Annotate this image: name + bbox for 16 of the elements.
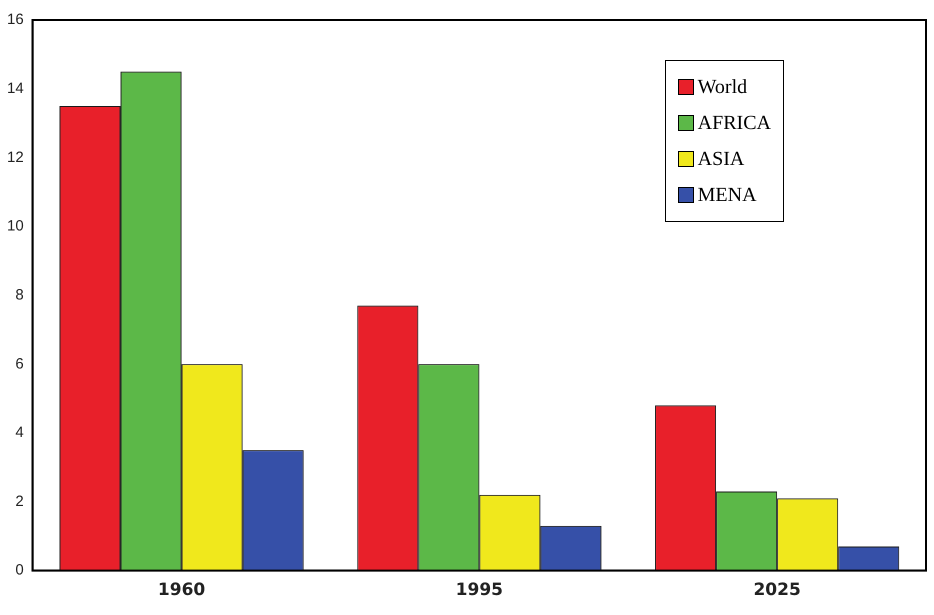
- y-tick-label: 4: [15, 424, 24, 442]
- y-tick-label: 12: [6, 148, 24, 166]
- legend-label: World: [698, 76, 748, 98]
- legend-label: ASIA: [698, 148, 744, 170]
- y-tick-label: 16: [6, 11, 24, 28]
- y-tick-label: 2: [15, 492, 24, 510]
- x-tick-label: 1995: [456, 580, 504, 600]
- x-tick-label: 2025: [753, 580, 801, 600]
- y-tick-label: 14: [6, 80, 24, 97]
- y-tick-label: 8: [15, 286, 24, 304]
- y-tick-label: 10: [6, 218, 24, 235]
- legend-label: MENA: [698, 184, 757, 206]
- legend-label: AFRICA: [698, 112, 771, 134]
- x-tick-label: 1960: [158, 580, 206, 600]
- y-tick-label: 0: [15, 562, 24, 579]
- y-tick-label: 6: [15, 355, 24, 372]
